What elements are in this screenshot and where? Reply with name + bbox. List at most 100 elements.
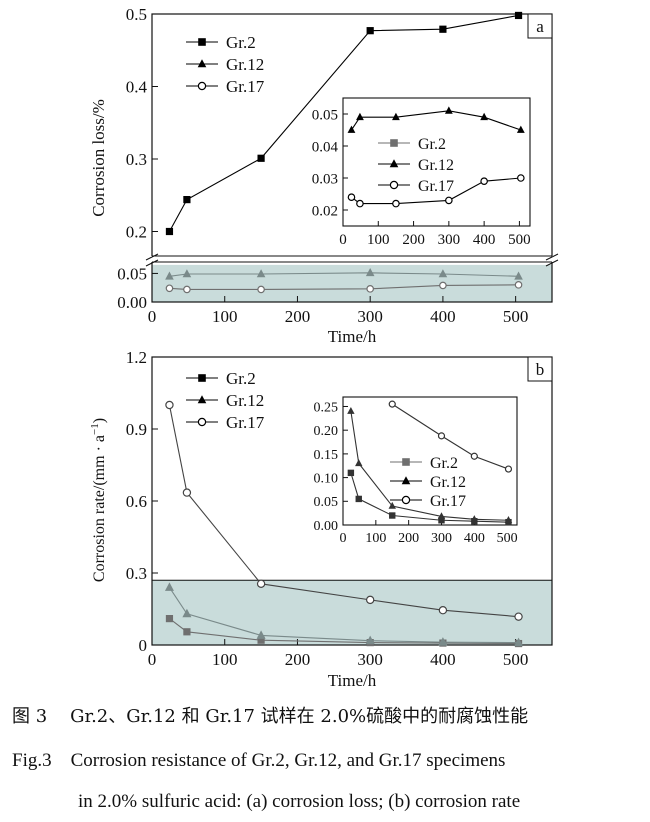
panel-a-x-tick-label-6: 500 xyxy=(503,307,529,326)
panel-a-break-mark-left xyxy=(145,253,159,267)
panel-b-inset-gr17-point-1 xyxy=(388,400,396,408)
caption-english-text-line2: in 2.0% sulfuric acid: (a) corrosion los… xyxy=(78,791,521,812)
panel-a-legend-label-2: Gr.12 xyxy=(226,55,264,74)
panel-b-inset-gr12-line xyxy=(350,411,509,521)
panel-a-gr17-point-6 xyxy=(514,281,523,289)
figure-caption: 图 3 Gr.2、Gr.12 和 Gr.17 试样在 2.0%硫酸中的耐腐蚀性能… xyxy=(0,692,650,822)
panel-a-gr2-point-2 xyxy=(183,196,191,204)
panel-a-inset-x-tick-label-6: 500 xyxy=(508,232,531,248)
panel-b-gr17-point-2 xyxy=(182,488,192,497)
panel-a-inset-gr12-point-2 xyxy=(356,112,364,121)
panel-b-inset-y-tick-label-2: 0.05 xyxy=(314,495,339,510)
panel-a-inset-y-tick-label-2: 0.03 xyxy=(312,171,338,187)
panel-b-legend-label-2: Gr.12 xyxy=(226,391,264,410)
panel-a-gr12-point-1 xyxy=(165,271,174,280)
panel-b-inset-x-tick-label-5: 400 xyxy=(464,531,485,546)
panel-a-legend-label-3: Gr.17 xyxy=(226,77,265,96)
panel-a-inset-legend-label-2: Gr.12 xyxy=(418,157,454,174)
panel-b-label: b xyxy=(536,360,545,379)
panel-a-upper-y-tick-label-3: 0.4 xyxy=(126,77,148,96)
panel-b-legend-label-3: Gr.17 xyxy=(226,413,265,432)
panel-a-inset-gr17-point-1 xyxy=(347,193,356,201)
panel-a-inset-x-tick-label-2: 100 xyxy=(367,232,390,248)
panel-b-inset-gr2-point-1 xyxy=(347,469,355,477)
panel-a-inset-y-tick-label-1: 0.02 xyxy=(312,203,338,219)
panel-b-inset-gr12-point-5 xyxy=(470,515,479,523)
panel-a-gr2-point-4 xyxy=(366,27,374,35)
panel-b-inset-gr12-point-2 xyxy=(355,459,363,467)
panel-a-shaded-band xyxy=(152,264,552,302)
panel-b-inset-y-tick-label-4: 0.15 xyxy=(314,448,339,463)
panel-a-inset-gr17-point-2 xyxy=(356,199,364,208)
panel-a-gr12-point-4 xyxy=(365,268,375,277)
panel-b-inset-y-tick-label-6: 0.25 xyxy=(314,400,339,415)
panel-b-xlabel: Time/h xyxy=(328,671,377,690)
panel-b-inset-x-tick-label-4: 300 xyxy=(431,531,452,546)
panel-a-gr17-point-1 xyxy=(165,284,174,293)
panel-b-inset-gr17-point-4 xyxy=(504,465,513,473)
panel-a-gr17-point-3 xyxy=(257,285,265,294)
panel-b-x-tick-label-1: 0 xyxy=(148,650,157,669)
panel-a-inset-gr17-point-6 xyxy=(517,174,525,182)
panel-a-inset-legend-label-1: Gr.2 xyxy=(418,136,446,153)
panel-b-ylabel-main: Corrosion rate/(mm · a xyxy=(91,435,108,582)
panel-b-gr17-point-4 xyxy=(365,595,375,605)
panel-b-legend-swatch-marker-3 xyxy=(197,417,207,427)
panel-b-gr12-point-1 xyxy=(164,582,174,591)
panel-b-inset-x-tick-label-6: 500 xyxy=(497,531,518,546)
panel-a-gr12-point-6 xyxy=(514,271,523,280)
panel-b-y-tick-label-5: 1.2 xyxy=(126,348,147,367)
panel-a-label: a xyxy=(536,17,544,36)
panel-a-inset-gr12-point-6 xyxy=(516,125,525,133)
panel-b-inset-legend-label-1: Gr.2 xyxy=(430,455,458,472)
panel-a-legend-swatch-marker-1 xyxy=(198,38,206,46)
panel-b-inset-gr17-line xyxy=(391,403,509,470)
panel-b-gr12-point-2 xyxy=(182,608,192,618)
panel-a-inset: 0.02 0.03 0.04 0.05 0 100 200 300 400 500 Gr.2 Gr.1… xyxy=(312,97,531,248)
panel-a-inset-gr12-point-5 xyxy=(480,112,489,121)
panel-b-inset-gr2-point-2 xyxy=(355,495,362,503)
panel-a-gr2-line xyxy=(168,14,519,232)
panel-b-inset-gr2-point-4 xyxy=(438,517,445,524)
panel-b-y-tick-label-3: 0.6 xyxy=(126,492,147,511)
panel-a-gr17-point-4 xyxy=(366,285,374,293)
panel-a-gr12-point-5 xyxy=(438,269,448,278)
panel-a-break-gap xyxy=(144,256,560,262)
panel-b-gr12-line xyxy=(168,587,519,644)
caption-chinese-label: 图 3 xyxy=(12,706,48,727)
panel-a-inset-gr12-point-4 xyxy=(444,106,453,114)
panel-a-upper-y-tick-label-1: 0.2 xyxy=(126,222,147,241)
panel-a-label-box xyxy=(527,13,553,39)
panel-b-chart: 0 0.3 0.6 0.9 1.2 0 100 200 300 400 500 Time/h Corro… xyxy=(89,348,553,690)
panel-a-inset-gr12-point-1 xyxy=(347,125,356,133)
panel-a-frame xyxy=(151,13,553,303)
panel-a-x-tick-label-4: 300 xyxy=(357,307,383,326)
panel-b-label-box xyxy=(527,356,553,382)
panel-b-shaded-band xyxy=(152,580,552,645)
panel-a-x-tick-label-1: 0 xyxy=(148,307,157,326)
panel-b-inset: 0.00 0.05 0.10 0.15 0.20 0.25 0 100 200 300 400 500… xyxy=(314,396,518,546)
panel-b-inset-y-tick-label-3: 0.10 xyxy=(314,471,339,486)
panel-a-inset-x-tick-label-4: 300 xyxy=(438,232,461,248)
panel-b-gr17-point-6 xyxy=(514,612,523,621)
panel-b-inset-gr12-point-4 xyxy=(437,512,446,520)
panel-b-inset-y-tick-label-1: 0.00 xyxy=(314,519,339,534)
panel-a-gr2-point-3 xyxy=(257,154,265,162)
panel-a-inset-gr17-point-5 xyxy=(480,177,488,185)
panel-a-break-mark-right xyxy=(545,253,559,267)
panel-b-inset-gr12-point-1 xyxy=(347,407,355,414)
figure: 0.2 0.3 0.4 0.5 0.00 0.05 0 100 200 300 400 500 Time… xyxy=(89,5,560,690)
panel-b-inset-legend-label-3: Gr.17 xyxy=(430,493,466,510)
panel-b-inset-gr2-line xyxy=(350,472,509,523)
caption-english-line1: Fig.3 Corrosion resistance of Gr.2, Gr.1… xyxy=(12,750,505,772)
panel-a-gr12-point-2 xyxy=(182,269,192,278)
panel-b-inset-gr12-point-6 xyxy=(504,516,513,523)
panel-b-legend-swatch-marker-2 xyxy=(197,395,207,404)
panel-a-inset-legend-label-3: Gr.17 xyxy=(418,178,454,195)
panel-b-gr12-point-3 xyxy=(256,630,266,639)
panel-a-inset-x-tick-label-1: 0 xyxy=(339,232,347,248)
panel-a-inset-legend-swatch-marker-3 xyxy=(389,180,399,190)
panel-a-x-tick-label-5: 400 xyxy=(430,307,456,326)
caption-english-text-line1: Corrosion resistance of Gr.2, Gr.12, and… xyxy=(70,750,506,771)
panel-a-upper-y-tick-label-2: 0.3 xyxy=(126,150,147,169)
